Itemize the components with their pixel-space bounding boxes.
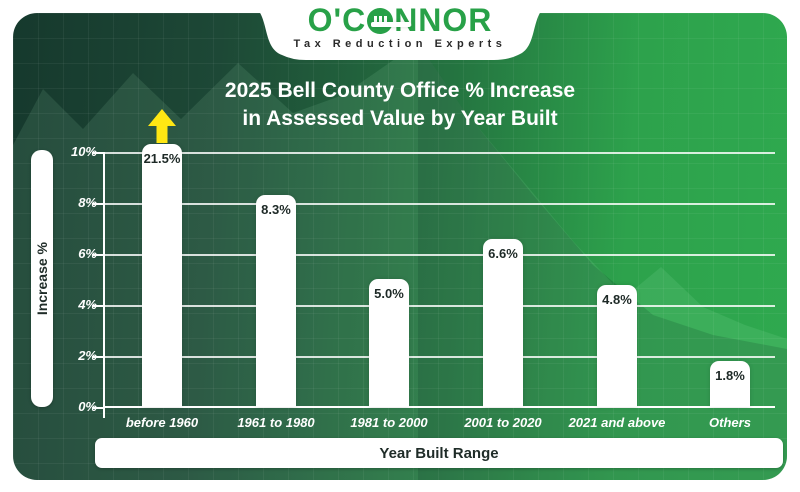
bar-value-label: 5.0% [374,286,404,301]
bar-value-label: 1.8% [715,368,745,383]
gridline [104,254,775,256]
gridline [104,203,775,205]
bar: 8.3% [256,195,296,407]
chart-title-line2: in Assessed Value by Year Built [242,107,558,130]
bar-value-label: 8.3% [261,202,291,217]
x-axis-label-box: Year Built Range [95,438,783,468]
axis-tick [92,356,104,358]
logo-band [240,0,560,60]
brand-o-icon [367,8,412,34]
bar: 1.8% [710,361,750,407]
x-axis-line [104,406,775,408]
brand-name: O'C NNOR [250,3,550,37]
bar-value-label: 6.6% [488,246,518,261]
bar: 6.6% [483,239,523,407]
x-category-label: Others [709,415,751,430]
y-tick-label: 10% [70,144,97,159]
gridline [104,356,775,358]
brand-tagline: Tax Reduction Experts [293,38,507,50]
axis-tick [92,152,104,154]
axis-tick [92,254,104,256]
brand-right: NNOR [394,2,493,38]
y-axis-label: Increase % [34,241,50,316]
x-category-label: 1961 to 1980 [237,415,315,430]
y-axis-line [103,152,105,418]
bar: 21.5% [142,144,182,407]
y-tick-label: 0% [78,399,97,414]
axis-tick [92,407,104,409]
axis-tick [92,305,104,307]
chart-canvas: 2025 Bell County Office % Increase in As… [13,13,787,480]
gridline [104,152,775,154]
y-axis-label-box: Increase % [31,150,53,407]
bar-value-label: 4.8% [602,292,632,307]
bar: 4.8% [597,285,637,407]
axis-tick [92,203,104,205]
x-category-label: 2001 to 2020 [464,415,542,430]
bar-value-label: 21.5% [143,151,181,166]
x-category-label: 2021 and above [568,415,666,430]
chart-title: 2025 Bell County Office % Increase in As… [100,77,700,133]
bar: 5.0% [369,279,409,407]
y-tick-label: 6% [78,246,97,261]
x-category-label: 1981 to 2000 [350,415,428,430]
gridline [104,305,775,307]
y-tick-label: 2% [78,348,97,363]
logo: O'C NNOR Tax Reduction Experts [250,3,550,50]
x-axis-label: Year Built Range [379,444,499,462]
x-category-label: before 1960 [125,415,199,430]
chart-title-line1: 2025 Bell County Office % Increase [224,79,576,102]
y-tick-label: 8% [78,195,97,210]
brand-left: O'C [307,2,367,38]
y-tick-label: 4% [78,297,97,312]
